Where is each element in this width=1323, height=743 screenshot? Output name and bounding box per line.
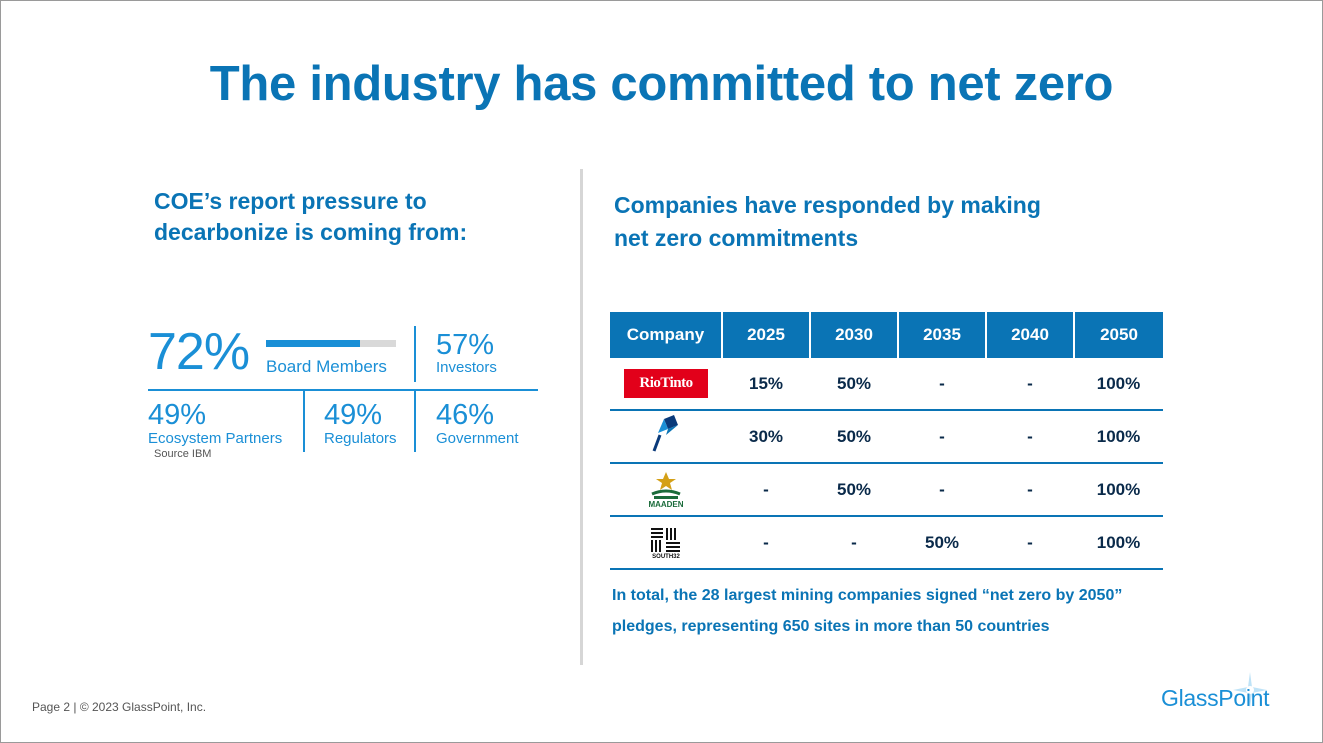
table-row: 30% 50% - - 100%	[610, 410, 1163, 464]
table-cell: 50%	[810, 410, 898, 464]
stat-ecosystem-label: Ecosystem Partners	[148, 430, 283, 447]
header-2035: 2035	[897, 312, 986, 358]
sparkle-icon	[1233, 672, 1267, 708]
south32-logo-text: SOUTH32	[652, 553, 680, 560]
riotinto-logo-text: RioTinto	[624, 369, 708, 398]
stat-investors-value: 57%	[436, 329, 495, 361]
summary-note-line1: In total, the 28 largest mining companie…	[612, 587, 1123, 604]
stats-panel: 72% Board Members 57% Investors 49% Ecos…	[148, 322, 540, 472]
header-2030: 2030	[809, 312, 898, 358]
stat-government-label: Government	[436, 430, 519, 447]
stat-divider	[414, 326, 416, 382]
board-progress-track	[266, 340, 396, 347]
source-note: Source IBM	[154, 448, 212, 460]
board-progress-fill	[266, 340, 360, 347]
summary-note-line2: pledges, representing 650 sites in more …	[612, 618, 1050, 635]
left-heading: COE’s report pressure to decarbonize is …	[154, 186, 534, 248]
table-cell: 50%	[810, 358, 898, 411]
table-cell: 50%	[810, 463, 898, 517]
riotinto-logo: RioTinto	[610, 358, 722, 411]
table-cell: -	[898, 463, 986, 517]
maaden-logo: MAADEN	[610, 463, 722, 517]
table-cell: -	[722, 463, 810, 517]
header-2050: 2050	[1073, 312, 1163, 358]
table-cell: 100%	[1074, 463, 1163, 517]
stat-government-value: 46%	[436, 399, 495, 431]
stat-investors-label: Investors	[436, 359, 497, 376]
stat-board-label: Board Members	[266, 357, 387, 376]
table-row: MAADEN - 50% - - 100%	[610, 463, 1163, 517]
table-cell: -	[986, 358, 1074, 411]
table-cell: -	[810, 516, 898, 570]
right-heading: Companies have responded by making net z…	[614, 189, 1134, 255]
header-company: Company	[610, 312, 722, 358]
south32-logo: SOUTH32	[610, 516, 722, 570]
stat-board-value: 72%	[148, 323, 250, 381]
table-row: RioTinto 15% 50% - - 100%	[610, 358, 1163, 411]
left-heading-line1: COE’s report pressure to	[154, 188, 427, 214]
table-cell: 100%	[1074, 358, 1163, 411]
table-cell: 50%	[898, 516, 986, 570]
stat-ecosystem-value: 49%	[148, 399, 207, 431]
table-cell: -	[722, 516, 810, 570]
stat-regulators-label: Regulators	[324, 430, 397, 447]
table-cell: -	[898, 358, 986, 411]
header-2040: 2040	[985, 312, 1074, 358]
table-cell: -	[986, 410, 1074, 464]
glasspoint-logo: GlassPoint	[1161, 685, 1270, 711]
table-cell: 30%	[722, 410, 810, 464]
stat-regulators-value: 49%	[324, 399, 383, 431]
table-cell: -	[986, 516, 1074, 570]
vertical-divider	[580, 169, 583, 665]
slide-title: The industry has committed to net zero	[209, 57, 1114, 111]
maaden-logo-text: MAADEN	[648, 500, 684, 509]
table-cell: 100%	[1074, 410, 1163, 464]
stat-divider	[303, 390, 305, 452]
stat-divider	[414, 390, 416, 452]
page-footer: Page 2 | © 2023 GlassPoint, Inc.	[32, 700, 207, 714]
table-cell: -	[986, 463, 1074, 517]
table-header-row: Company 2025 2030 2035 2040 2050	[610, 312, 1163, 358]
south32-emblem-icon	[651, 527, 680, 552]
right-heading-line1: Companies have responded by making	[614, 192, 1041, 218]
right-heading-line2: net zero commitments	[614, 225, 859, 251]
stat-divider	[148, 389, 538, 391]
table-cell: 100%	[1074, 516, 1163, 570]
anglo-american-logo	[610, 410, 722, 464]
left-heading-line2: decarbonize is coming from:	[154, 219, 468, 245]
maaden-emblem-icon	[651, 472, 681, 499]
header-2025: 2025	[721, 312, 810, 358]
table-cell: 15%	[722, 358, 810, 411]
commitments-table: Company 2025 2030 2035 2040 2050 RioTint…	[610, 312, 1163, 570]
table-row: SOUTH32 - - 50% - 100%	[610, 516, 1163, 570]
anglo-american-logo-icon	[652, 415, 678, 452]
summary-note: In total, the 28 largest mining companie…	[612, 580, 1172, 642]
table-cell: -	[898, 410, 986, 464]
